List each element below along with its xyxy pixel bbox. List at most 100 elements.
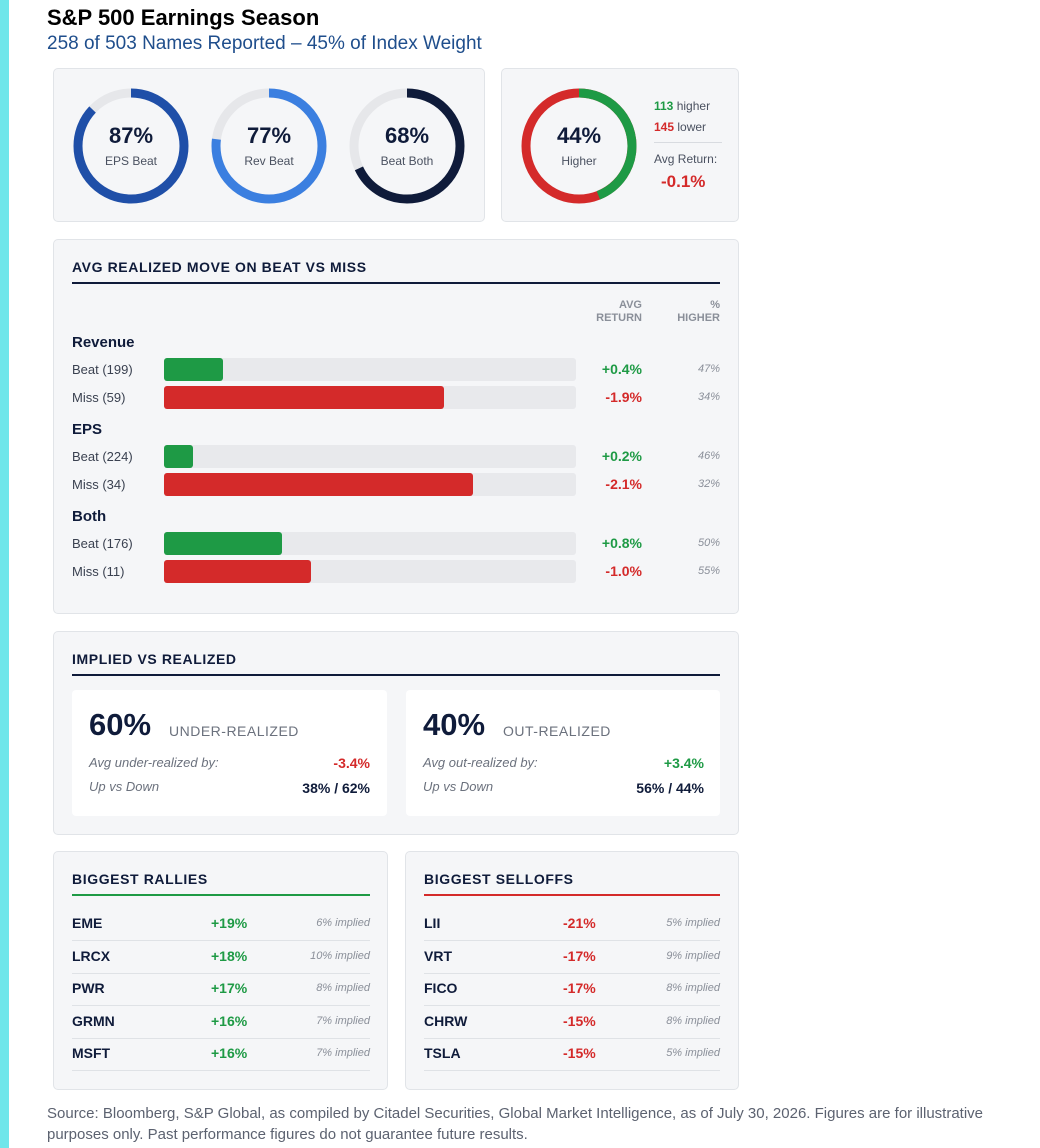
rallies-card: BIGGEST RALLIES EME +19% 6% implied LRCX +18… (53, 851, 388, 1090)
beat-bar (164, 358, 223, 381)
beat-bar (164, 532, 282, 555)
out-updown-value: 56% / 44% (636, 780, 704, 796)
eps-beat-value: 87% (108, 122, 154, 148)
bar-track (164, 358, 576, 381)
implied-realized-title: IMPLIED VS REALIZED (72, 651, 237, 667)
row-label-miss: Miss (34) (72, 477, 126, 492)
move-value: +16% (211, 1045, 248, 1061)
ticker: PWR (72, 980, 105, 996)
ticker: VRT (424, 947, 452, 964)
miss-bar (164, 473, 473, 496)
beat-bar (164, 445, 193, 468)
rev-beat-label: Rev Beat (244, 153, 294, 168)
mover-row: PWR +17% 8% implied (72, 973, 370, 1006)
row-label-beat: Beat (176) (72, 536, 133, 551)
move-value: -17% (563, 947, 596, 964)
row-label-beat: Beat (199) (72, 362, 133, 377)
eps-beat-donut: 87% EPS Beat (71, 86, 191, 206)
out-avg-value: +3.4% (663, 755, 704, 771)
move-value: +19% (211, 915, 248, 931)
selloffs-card: BIGGEST SELLOFFS LII -21% 5% implied VRT -17… (405, 851, 739, 1090)
ticker: LRCX (72, 947, 111, 964)
page-title: S&P 500 Earnings Season (47, 5, 320, 30)
move-value: +16% (211, 1012, 248, 1029)
avg-return-value: -2.1% (605, 476, 642, 492)
under-avg-key: Avg under-realized by: (89, 755, 219, 770)
implied-move: 7% implied (316, 1014, 370, 1027)
row-label-miss: Miss (59) (72, 390, 126, 405)
implied-move: 8% implied (666, 1014, 720, 1027)
lower-count-line: 145 lower (654, 120, 706, 134)
move-value: -15% (563, 1012, 596, 1029)
eps-beat-label: EPS Beat (104, 153, 158, 168)
implied-move: 10% implied (310, 949, 370, 962)
beat-both-donut: 68% Beat Both (347, 86, 467, 206)
pct-higher-value: 47% (697, 363, 720, 375)
mover-row: TSLA -15% 5% implied (424, 1038, 720, 1071)
mover-row: FICO -17% 8% implied (424, 973, 720, 1006)
out-realized-pct: 40% (423, 707, 486, 742)
row-label-beat: Beat (224) (72, 449, 133, 464)
out-realized-label: OUT-REALIZED (503, 723, 611, 739)
higher-lower-ring (521, 88, 637, 204)
ticker: EME (72, 915, 103, 931)
out-realized-panel: 40% OUT-REALIZED Avg out-realized by: +3… (406, 690, 720, 816)
realized-move-title: AVG REALIZED MOVE ON BEAT VS MISS (72, 259, 367, 275)
higher-text: higher (676, 99, 711, 113)
lower-count: 145 (654, 120, 675, 134)
pct-higher-value: 34% (697, 391, 720, 403)
move-value: -17% (563, 980, 596, 996)
pct-higher-value: 32% (697, 478, 720, 490)
avg-return-value: -1.9% (605, 389, 642, 405)
pct-higher-value: 55% (697, 565, 720, 577)
implied-move: 5% implied (666, 917, 720, 929)
rev-beat-value: 77% (246, 122, 292, 148)
bar-track (164, 445, 576, 468)
ticker: MSFT (72, 1045, 111, 1061)
avg-return-value: +0.4% (601, 361, 642, 377)
out-avg-key: Avg out-realized by: (423, 755, 538, 770)
implied-realized-card: IMPLIED VS REALIZED 60% UNDER-REALIZED A… (53, 631, 739, 835)
higher-count: 113 (654, 99, 674, 113)
mover-row: MSFT +16% 7% implied (72, 1038, 370, 1071)
realized-move-rule (72, 282, 720, 284)
under-avg-value: -3.4% (333, 755, 370, 771)
beat-both-label: Beat Both (380, 153, 434, 168)
mover-row: GRMN +16% 7% implied (72, 1006, 370, 1039)
selloffs-rule (424, 894, 720, 896)
avg-return-label: Avg Return: (654, 152, 718, 166)
ticker: FICO (424, 980, 458, 996)
implied-move: 8% implied (316, 982, 370, 994)
miss-bar (164, 560, 311, 583)
rallies-rule (72, 894, 370, 896)
selloffs-title: BIGGEST SELLOFFS (424, 871, 574, 887)
group-label-revenue: Revenue (72, 334, 135, 351)
ticker: LII (424, 915, 441, 931)
implied-move: 8% implied (666, 982, 720, 994)
ticker: CHRW (424, 1012, 468, 1029)
pct-higher-value: 46% (697, 450, 720, 462)
lower-text: lower (677, 120, 707, 134)
beat-both-value: 68% (384, 122, 430, 148)
avg-return-value: +0.8% (601, 535, 642, 551)
higher-value: 44% (556, 122, 602, 148)
up-down-divider (654, 142, 722, 143)
page-subtitle: 258 of 503 Names Reported – 45% of Index… (47, 33, 482, 54)
row-label-miss: Miss (11) (72, 564, 125, 579)
miss-bar (164, 386, 444, 409)
col-avg-return: AVG RETURN (596, 299, 642, 324)
avg-return-value: +0.2% (601, 448, 642, 464)
implied-move: 7% implied (316, 1047, 370, 1059)
move-value: -15% (563, 1045, 596, 1061)
avg-return-value: -0.1% (661, 172, 706, 191)
out-updown-key: Up vs Down (423, 779, 494, 794)
mover-row: LII -21% 5% implied (424, 908, 720, 941)
rev-beat-donut: 77% Rev Beat (209, 86, 329, 206)
move-value: +18% (211, 947, 248, 964)
ticker: GRMN (72, 1012, 115, 1029)
up-down-card: 44% Higher 113 higher 145 lower Avg Retu… (501, 68, 739, 222)
avg-return-value: -1.0% (605, 563, 642, 579)
rev-beat-ring (211, 88, 327, 204)
side-accent-bar (0, 0, 9, 1148)
under-realized-label: UNDER-REALIZED (169, 723, 299, 739)
